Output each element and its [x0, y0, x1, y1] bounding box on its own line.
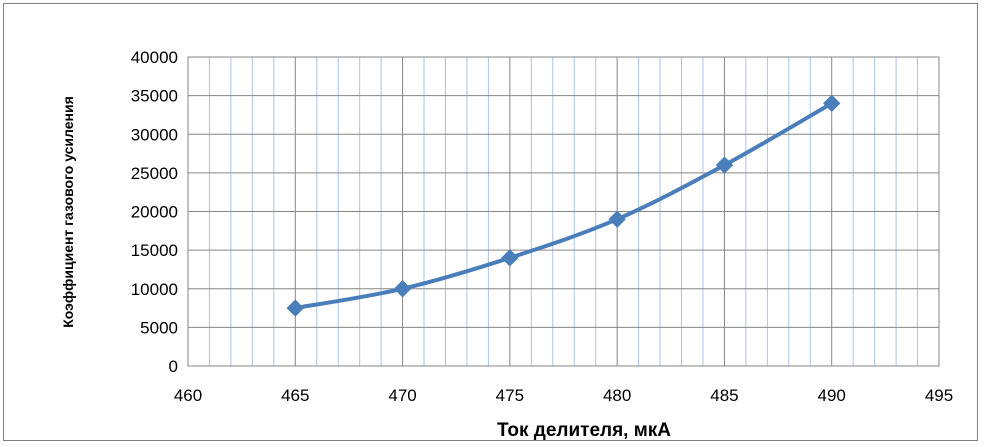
y-tick-label: 35000	[131, 87, 178, 106]
x-tick-label: 485	[710, 386, 738, 405]
data-point-marker	[715, 156, 734, 174]
y-tick-label: 0	[169, 357, 178, 376]
y-tick-label: 20000	[131, 203, 178, 222]
y-tick-label: 25000	[131, 164, 178, 183]
y-tick-label: 15000	[131, 241, 178, 260]
x-axis-ticks: 460 465 470 475 480 485 490 495	[174, 386, 953, 405]
x-tick-label: 475	[496, 386, 524, 405]
x-tick-label: 480	[603, 386, 631, 405]
x-tick-label: 495	[925, 386, 953, 405]
plot-area	[187, 56, 940, 367]
x-tick-label: 470	[388, 386, 416, 405]
y-tick-label: 10000	[131, 280, 178, 299]
y-axis-title: Коэффициент газового усиления	[60, 96, 76, 328]
y-tick-label: 30000	[131, 125, 178, 144]
x-tick-label: 460	[174, 386, 202, 405]
x-tick-label: 465	[281, 386, 309, 405]
data-point-marker	[501, 249, 519, 267]
y-tick-label: 5000	[140, 318, 178, 337]
data-point-marker	[393, 280, 412, 298]
y-axis-ticks: 0 5000 10000 15000 20000 25000 30000 35000 40000	[131, 48, 178, 376]
major-gridlines	[188, 57, 939, 366]
y-tick-label: 40000	[131, 48, 178, 67]
series-group	[286, 94, 841, 317]
series-line	[294, 101, 833, 311]
data-point-marker	[286, 299, 304, 317]
chart-frame	[3, 3, 978, 441]
x-tick-label: 490	[818, 386, 846, 405]
data-point-marker	[608, 210, 626, 228]
x-axis-title: Ток делителя, мкА	[497, 420, 671, 441]
data-point-marker	[823, 94, 841, 113]
